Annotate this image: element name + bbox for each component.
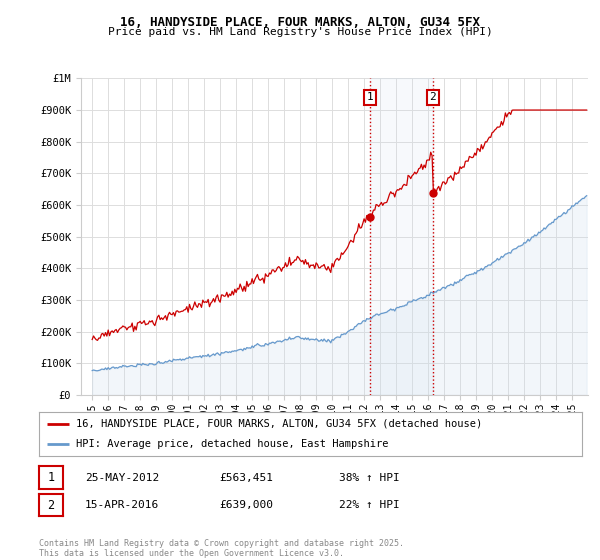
Text: HPI: Average price, detached house, East Hampshire: HPI: Average price, detached house, East… (76, 439, 388, 449)
Text: £639,000: £639,000 (219, 500, 273, 510)
Text: £563,451: £563,451 (219, 473, 273, 483)
Bar (370, 78, 433, 395)
Text: This data is licensed under the Open Government Licence v3.0.: This data is licensed under the Open Gov… (39, 549, 344, 558)
Text: 38% ↑ HPI: 38% ↑ HPI (339, 473, 400, 483)
Text: 25-MAY-2012: 25-MAY-2012 (85, 473, 160, 483)
Text: Price paid vs. HM Land Registry's House Price Index (HPI): Price paid vs. HM Land Registry's House … (107, 27, 493, 37)
Text: 16, HANDYSIDE PLACE, FOUR MARKS, ALTON, GU34 5FX (detached house): 16, HANDYSIDE PLACE, FOUR MARKS, ALTON, … (76, 419, 482, 429)
Text: 1: 1 (367, 92, 374, 102)
Text: 2: 2 (430, 92, 436, 102)
Text: 22% ↑ HPI: 22% ↑ HPI (339, 500, 400, 510)
Text: 1: 1 (47, 471, 55, 484)
Text: 15-APR-2016: 15-APR-2016 (85, 500, 160, 510)
Text: 2: 2 (47, 498, 55, 512)
Text: Contains HM Land Registry data © Crown copyright and database right 2025.: Contains HM Land Registry data © Crown c… (39, 539, 404, 548)
Text: 16, HANDYSIDE PLACE, FOUR MARKS, ALTON, GU34 5FX: 16, HANDYSIDE PLACE, FOUR MARKS, ALTON, … (120, 16, 480, 29)
